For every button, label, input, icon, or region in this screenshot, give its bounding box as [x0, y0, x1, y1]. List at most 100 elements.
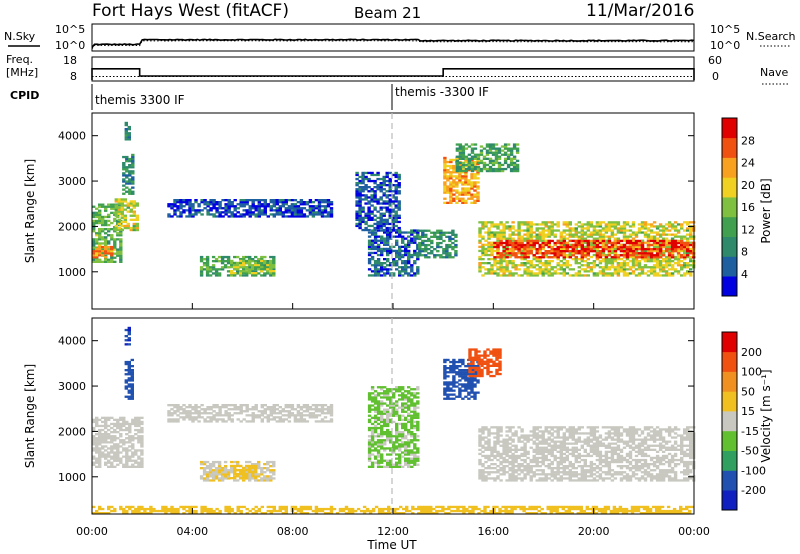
power-cell — [278, 199, 282, 202]
power-cell — [401, 260, 405, 263]
power-cell — [173, 213, 177, 216]
power-cell — [689, 247, 693, 251]
velocity-cell — [446, 397, 450, 400]
velocity-cell — [386, 394, 390, 397]
power-cell — [574, 235, 578, 238]
power-cell — [473, 155, 478, 158]
power-cell — [502, 268, 506, 271]
power-cell — [484, 268, 488, 271]
velocity-cell — [458, 373, 462, 376]
velocity-cell — [167, 418, 171, 421]
power-cell — [541, 235, 545, 238]
power-cell — [509, 163, 514, 167]
velocity-cell — [389, 396, 393, 399]
velocity-cell — [407, 439, 411, 442]
power-cell — [364, 216, 368, 219]
power-cell — [482, 157, 487, 160]
velocity-cell — [410, 433, 414, 436]
velocity-cell — [407, 408, 411, 411]
power-cell — [117, 226, 121, 230]
power-cell — [526, 221, 530, 224]
power-cell — [95, 252, 99, 255]
power-cell — [116, 234, 120, 237]
power-cell — [529, 239, 533, 243]
power-cell — [517, 231, 521, 234]
power-cell — [410, 229, 414, 232]
velocity-cell — [220, 467, 225, 470]
power-cell — [505, 241, 509, 245]
power-cell — [595, 258, 600, 261]
power-cell — [652, 231, 657, 234]
power-cell — [577, 235, 581, 238]
power-cell — [263, 203, 267, 206]
power-cell — [667, 241, 672, 245]
velocity-cell — [226, 471, 231, 474]
power-cell — [686, 221, 690, 224]
power-cell — [269, 255, 273, 259]
power-cell — [538, 272, 542, 275]
velocity-cell — [245, 460, 249, 464]
power-cell — [526, 253, 530, 257]
power-cell — [119, 258, 123, 261]
power-cell — [520, 239, 524, 243]
power-cell — [496, 266, 500, 269]
velocity-cell — [373, 449, 378, 452]
velocity-cell — [104, 435, 108, 438]
velocity-cell — [215, 412, 219, 415]
power-cell — [404, 245, 408, 248]
velocity-cell — [92, 463, 96, 466]
power-cell — [680, 268, 684, 271]
velocity-cell — [446, 393, 450, 396]
velocity-cell — [373, 390, 378, 393]
velocity-cell — [370, 453, 375, 456]
power-cell — [373, 190, 377, 193]
power-cell — [202, 262, 207, 265]
velocity-cell — [173, 404, 177, 407]
power-cell — [383, 241, 387, 244]
power-cell — [355, 202, 359, 205]
power-cell — [511, 274, 515, 277]
power-cell — [484, 262, 488, 265]
power-cell — [404, 231, 408, 234]
velocity-cell — [101, 424, 105, 428]
power-cell — [658, 223, 663, 226]
power-cell — [664, 229, 669, 232]
velocity-cell — [317, 410, 322, 413]
power-cell — [290, 205, 295, 208]
velocity-cell — [452, 393, 456, 396]
power-cell — [689, 258, 693, 261]
power-cell — [95, 232, 99, 235]
velocity-cell — [110, 435, 114, 438]
power-cell — [505, 262, 509, 265]
power-cell — [206, 213, 210, 216]
power-cell — [556, 229, 560, 232]
velocity-cell — [272, 465, 276, 468]
power-cell — [239, 270, 243, 273]
power-cell — [467, 157, 472, 160]
power-cell — [464, 187, 468, 190]
power-cell — [565, 264, 569, 267]
velocity-cell — [202, 467, 207, 470]
power-cell — [394, 224, 398, 228]
power-cell — [413, 241, 417, 244]
power-cell — [604, 274, 609, 277]
velocity-cell — [410, 465, 414, 468]
power-cell — [401, 249, 405, 253]
power-cell — [385, 202, 389, 205]
velocity-cell — [407, 392, 411, 395]
power-cell — [455, 201, 459, 204]
power-cell — [263, 201, 267, 204]
power-cell — [565, 245, 569, 249]
velocity-cell — [320, 412, 325, 415]
power-cell — [683, 237, 687, 240]
power-cell — [293, 207, 298, 210]
power-cell — [236, 272, 240, 275]
power-cell — [622, 243, 627, 247]
power-cell — [364, 186, 368, 189]
power-cell — [517, 256, 521, 259]
velocity-cell — [299, 412, 304, 415]
power-cell — [236, 203, 240, 206]
power-cell — [535, 248, 539, 251]
power-cell — [532, 223, 536, 226]
power-cell — [275, 201, 279, 204]
